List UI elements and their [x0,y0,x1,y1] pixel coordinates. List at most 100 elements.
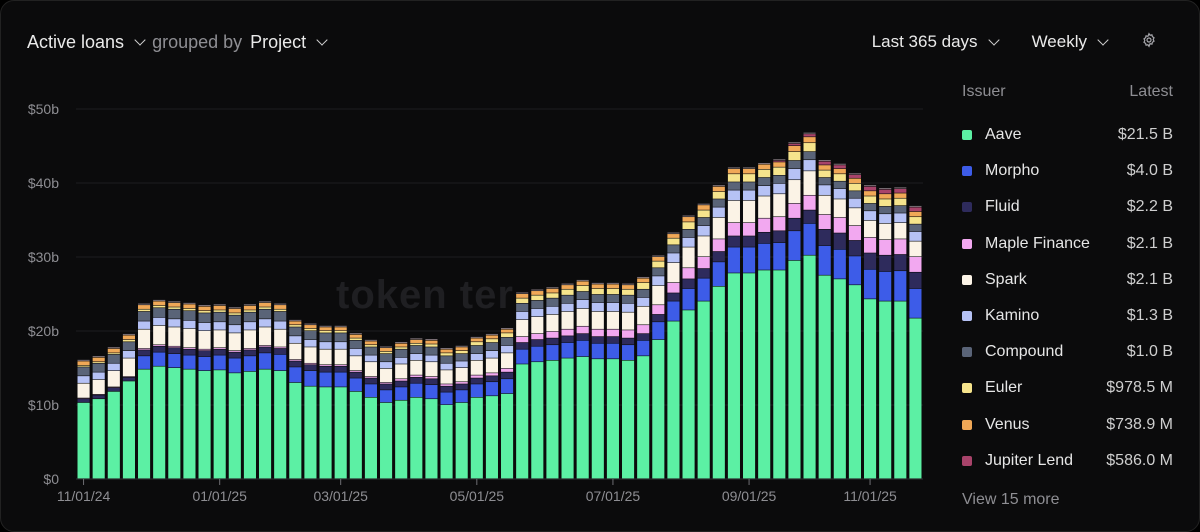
bar-segment-kamino[interactable] [470,353,483,360]
bar-segment-compound[interactable] [228,315,241,325]
bar-segment-fluid[interactable] [485,376,498,382]
bar-segment-fluid[interactable] [546,338,559,345]
bar-segment-fluid[interactable] [637,333,650,341]
bar-segment-compound[interactable] [274,311,287,321]
bar-segment-venus[interactable] [637,278,650,283]
bar-segment-kamino[interactable] [274,321,287,329]
bar-segment-other[interactable] [652,255,665,257]
bar-segment-spark[interactable] [879,223,892,240]
bar-segment-other[interactable] [485,333,498,335]
bar-segment-kamino[interactable] [606,302,619,312]
bar-segment-compound[interactable] [652,268,665,276]
bar-segment-kamino[interactable] [485,350,498,358]
bar-segment-compound[interactable] [380,353,393,362]
bar-segment-venus[interactable] [667,234,680,238]
bar-segment-other[interactable] [516,292,529,294]
bar-segment-spark[interactable] [395,364,408,379]
bar-segment-aave[interactable] [773,270,786,479]
bar-segment-kamino[interactable] [682,237,695,247]
bar-segment-other[interactable] [455,345,468,347]
bar-segment-euler[interactable] [652,261,665,268]
bar-segment-morpho[interactable] [349,378,362,392]
bar-segment-maple-finance[interactable] [183,348,196,349]
bar-segment-kamino[interactable] [879,214,892,224]
bar-segment-maple-finance[interactable] [773,217,786,231]
bar-segment-venus[interactable] [864,191,877,196]
bar-segment-other[interactable] [274,303,287,305]
bar-segment-euler[interactable] [864,196,877,204]
bar-segment-jupiter-lend[interactable] [818,161,831,165]
bar-segment-venus[interactable] [591,284,604,289]
bar-segment-spark[interactable] [168,327,181,346]
bar-segment-other[interactable] [864,185,877,187]
bar-segment-morpho[interactable] [803,223,816,255]
bar-segment-venus[interactable] [727,168,740,174]
bar-segment-morpho[interactable] [410,383,423,397]
bar-segment-other[interactable] [380,346,393,348]
bar-segment-other[interactable] [122,333,135,335]
bar-segment-venus[interactable] [833,168,846,174]
bar-segment-other[interactable] [818,160,831,161]
bar-segment-fluid[interactable] [712,251,725,262]
bar-segment-kamino[interactable] [168,319,181,327]
bar-segment-spark[interactable] [818,195,831,215]
bar-segment-spark[interactable] [425,362,438,377]
bar-segment-morpho[interactable] [213,355,226,370]
bar-segment-aave[interactable] [153,366,166,479]
bar-segment-spark[interactable] [259,327,272,346]
bar-segment-aave[interactable] [682,310,695,479]
bar-segment-other[interactable] [606,282,619,284]
bar-segment-euler[interactable] [682,222,695,230]
bar-segment-euler[interactable] [183,308,196,311]
bar-segment-maple-finance[interactable] [228,350,241,352]
bar-segment-venus[interactable] [274,305,287,309]
bar-segment-fluid[interactable] [168,348,181,354]
bar-segment-euler[interactable] [576,285,589,292]
bar-segment-venus[interactable] [485,335,498,339]
bar-segment-other[interactable] [410,338,423,340]
bar-segment-euler[interactable] [833,174,846,181]
bar-segment-spark[interactable] [349,356,362,371]
bar-segment-morpho[interactable] [622,345,635,360]
bar-segment-euler[interactable] [228,313,241,315]
bar-segment-fluid[interactable] [198,350,211,357]
bar-segment-kamino[interactable] [727,190,740,201]
bar-segment-spark[interactable] [894,222,907,239]
bar-segment-aave[interactable] [470,397,483,479]
bar-segment-spark[interactable] [833,199,846,218]
bar-segment-euler[interactable] [818,170,831,178]
bar-segment-euler[interactable] [743,174,756,182]
bar-segment-spark[interactable] [243,330,256,349]
bar-segment-spark[interactable] [727,200,740,223]
bar-segment-venus[interactable] [818,165,831,170]
bar-segment-kamino[interactable] [319,342,332,349]
bar-segment-morpho[interactable] [864,269,877,299]
bar-segment-spark[interactable] [516,319,529,337]
bar-segment-kamino[interactable] [652,276,665,286]
bar-segment-maple-finance[interactable] [606,329,619,337]
bar-segment-morpho[interactable] [138,356,151,369]
bar-segment-spark[interactable] [773,194,786,217]
bar-segment-compound[interactable] [697,217,710,226]
bar-segment-morpho[interactable] [561,342,574,358]
bar-segment-spark[interactable] [531,316,544,334]
bar-segment-other[interactable] [183,302,196,304]
bar-segment-kamino[interactable] [410,353,423,360]
bar-segment-fluid[interactable] [349,372,362,378]
bar-segment-euler[interactable] [349,338,362,341]
bar-segment-spark[interactable] [334,349,347,365]
bar-segment-morpho[interactable] [153,352,166,366]
bar-segment-aave[interactable] [183,369,196,479]
bar-segment-euler[interactable] [259,307,272,309]
bar-segment-maple-finance[interactable] [546,331,559,338]
bar-segment-maple-finance[interactable] [833,217,846,233]
bar-segment-other[interactable] [168,301,181,303]
bar-segment-aave[interactable] [848,285,861,479]
bar-segment-other[interactable] [334,325,347,327]
bar-segment-euler[interactable] [516,298,529,304]
bar-segment-fluid[interactable] [243,350,256,356]
bar-segment-venus[interactable] [909,211,922,217]
bar-segment-spark[interactable] [274,329,287,347]
bar-segment-compound[interactable] [727,182,740,190]
bar-segment-euler[interactable] [198,311,211,313]
